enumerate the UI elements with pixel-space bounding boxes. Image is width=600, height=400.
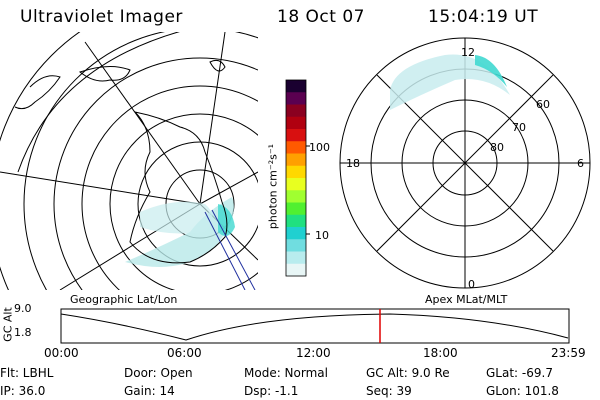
magnetic-panel-label: Apex MLat/MLT <box>425 293 508 306</box>
instrument-title: Ultraviolet Imager <box>20 7 183 27</box>
colorbar-segment <box>286 214 306 228</box>
colorbar-segment <box>286 153 306 167</box>
colorbar-segment <box>286 263 306 277</box>
colorbar-segment <box>286 141 306 154</box>
colorbar-segment <box>286 251 306 265</box>
status-seq: Seq: 39 <box>366 384 412 398</box>
image-time: 15:04:19 UT <box>428 7 539 27</box>
time-tick-0000: 00:00 <box>44 346 79 360</box>
mlat-label-80: 80 <box>490 141 504 154</box>
time-tick-1800: 18:00 <box>423 346 458 360</box>
colorbar-segment <box>286 227 306 240</box>
colorbar-unit-label: photon cm⁻²s⁻¹ <box>266 143 280 230</box>
status-gc-alt: GC Alt: 9.0 Re <box>366 366 450 380</box>
mlt-label-0: 0 <box>468 278 475 291</box>
colorbar-segment <box>286 80 306 93</box>
geographic-panel-label: Geographic Lat/Lon <box>70 293 178 306</box>
status-glon: GLon: 101.8 <box>486 384 559 398</box>
colorbar-segment <box>286 116 306 130</box>
colorbar-tick-10: 10 <box>315 229 329 242</box>
mlt-label-6: 6 <box>577 157 584 170</box>
mlt-label-18: 18 <box>346 157 360 170</box>
colorbar-segment <box>286 202 306 216</box>
mlat-label-70: 70 <box>512 121 526 134</box>
time-tick-1200: 12:00 <box>296 346 331 360</box>
colorbar-segment <box>286 129 306 142</box>
status-mode: Mode: Normal <box>244 366 328 380</box>
image-date: 18 Oct 07 <box>277 7 365 27</box>
status-flt: Flt: LBHL <box>0 366 54 380</box>
altitude-tick-1-8: 1.8 <box>14 326 32 339</box>
time-tick-0600: 06:00 <box>167 346 202 360</box>
magnetic-map <box>339 37 591 289</box>
status-glat: GLat: -69.7 <box>486 366 553 380</box>
status-dsp: Dsp: -1.1 <box>244 384 299 398</box>
altitude-ylabel: GC Alt <box>1 307 15 342</box>
colorbar-segment <box>286 239 306 252</box>
colorbar-segment <box>286 178 306 191</box>
colorbar-tick-100: 100 <box>309 141 330 154</box>
colorbar-segment <box>286 190 306 203</box>
status-ip: IP: 36.0 <box>0 384 46 398</box>
altitude-plot <box>60 308 570 344</box>
altitude-tick-9: 9.0 <box>14 302 32 315</box>
mlt-label-12: 12 <box>461 46 475 59</box>
colorbar-segment <box>286 165 306 179</box>
status-gain: Gain: 14 <box>124 384 175 398</box>
colorbar-segment <box>286 92 306 105</box>
mlat-label-60: 60 <box>536 98 550 111</box>
colorbar-segment <box>286 104 306 118</box>
status-door: Door: Open <box>124 366 193 380</box>
geographic-map <box>0 32 258 290</box>
time-tick-2359: 23:59 <box>551 346 586 360</box>
colorbar <box>285 79 310 277</box>
